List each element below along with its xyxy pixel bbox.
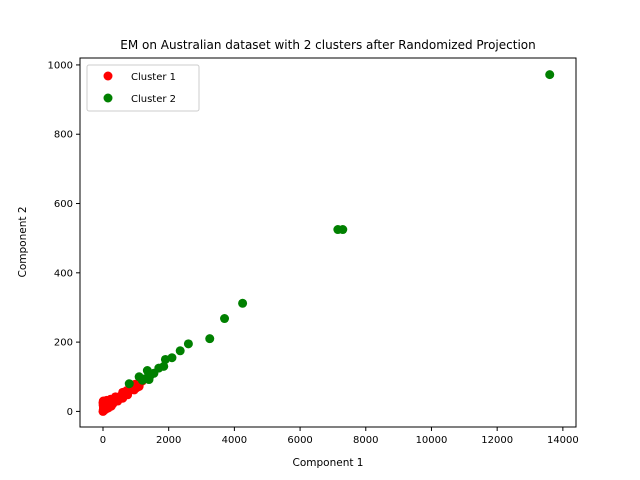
x-tick-label: 2000 — [156, 435, 181, 446]
point-cluster-2-16 — [238, 298, 248, 308]
x-axis-ticks: 0 2000 4000 6000 8000 10000 12000 14000 — [100, 427, 579, 446]
y-tick-label: 200 — [54, 338, 73, 349]
x-tick-label: 14000 — [547, 435, 579, 446]
legend-label-cluster-1: Cluster 1 — [131, 72, 176, 83]
point-cluster-2-18 — [338, 225, 348, 235]
y-axis-ticks: 0 200 400 600 800 1000 — [48, 60, 80, 418]
x-tick-label: 4000 — [222, 435, 247, 446]
point-cluster-2-19 — [545, 70, 555, 80]
legend-marker-cluster-1 — [103, 71, 113, 81]
y-axis-label: Component 2 — [17, 207, 29, 278]
point-cluster-1-55 — [132, 383, 141, 393]
chart-title: EM on Australian dataset with 2 clusters… — [120, 38, 535, 52]
point-cluster-2-12 — [175, 346, 185, 356]
point-cluster-2-14 — [205, 334, 215, 344]
point-cluster-2-13 — [183, 339, 193, 349]
point-cluster-2-15 — [220, 314, 230, 324]
x-tick-label: 0 — [100, 435, 106, 446]
y-tick-label: 400 — [54, 268, 73, 279]
point-cluster-2-0 — [124, 379, 134, 389]
x-tick-label: 8000 — [353, 435, 378, 446]
point-cluster-2-11 — [167, 353, 177, 363]
legend: Cluster 1 Cluster 2 — [86, 64, 200, 112]
legend-label-cluster-2: Cluster 2 — [131, 94, 176, 105]
y-tick-label: 800 — [54, 130, 73, 141]
x-tick-label: 12000 — [481, 435, 513, 446]
x-tick-label: 10000 — [416, 435, 448, 446]
y-tick-label: 0 — [67, 407, 73, 418]
legend-box — [86, 64, 200, 112]
point-cluster-2-9 — [159, 361, 169, 371]
y-tick-label: 600 — [54, 199, 73, 210]
x-tick-label: 6000 — [287, 435, 312, 446]
point-cluster-1-50 — [110, 392, 120, 402]
data-points — [98, 70, 555, 416]
legend-marker-cluster-2 — [103, 93, 113, 103]
x-axis-label: Component 1 — [293, 457, 364, 469]
y-tick-label: 1000 — [48, 60, 73, 71]
plot-frame — [79, 57, 577, 428]
